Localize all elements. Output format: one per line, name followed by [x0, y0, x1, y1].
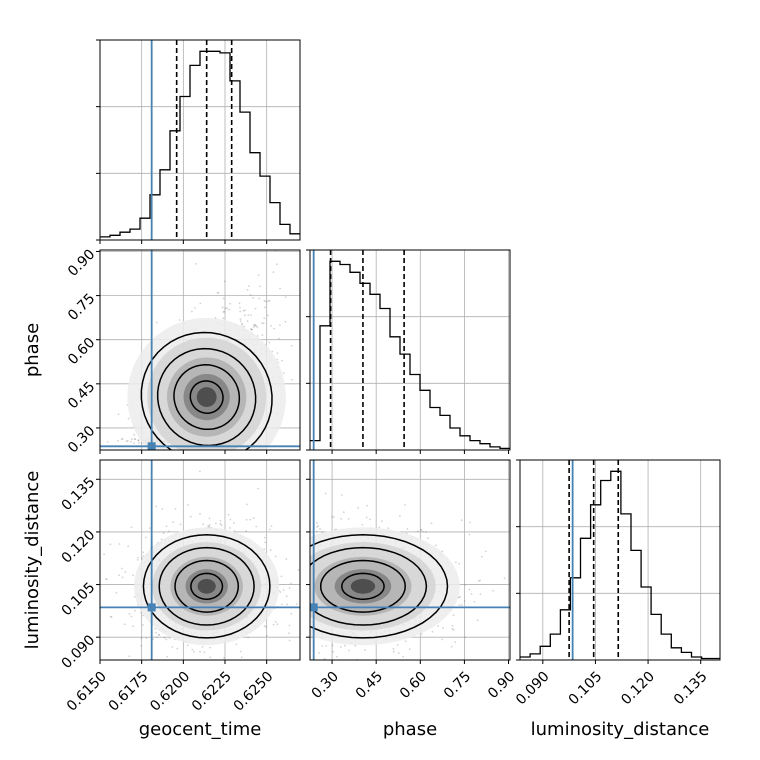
histogram-phase: [306, 250, 510, 454]
truth-marker: [310, 603, 318, 611]
x-axis-title-phase: phase: [383, 719, 437, 740]
density-geocent_time-vs-phase: [96, 250, 300, 477]
x-axis-title-luminosity_distance: luminosity_distance: [531, 719, 710, 740]
histogram-step-line: [310, 261, 510, 448]
y-tick-label: 0.30: [65, 423, 98, 456]
x-tick-label: 0.105: [566, 669, 606, 709]
x-tick-label: 0.135: [671, 669, 711, 709]
x-tick-label: 0.45: [353, 669, 386, 702]
x-tick-label: 0.6200: [147, 669, 193, 715]
y-tick-label: 0.105: [59, 580, 99, 620]
y-tick-label: 0.45: [65, 379, 98, 412]
x-tick-label: 0.120: [618, 669, 658, 709]
gridlines: [520, 460, 720, 660]
x-tick-label: 0.090: [513, 669, 553, 709]
panel-frame: [100, 40, 300, 240]
y-axis-title-phase: phase: [22, 323, 43, 377]
panel-frame: [310, 250, 510, 450]
x-tick-label: 0.30: [309, 669, 342, 702]
x-tick-label: 0.75: [441, 669, 474, 702]
plot-panels: [96, 40, 722, 664]
panel-frame: [520, 460, 720, 660]
density-geocent_time-vs-luminosity_distance: [96, 460, 300, 664]
truth-marker: [148, 603, 156, 611]
histogram-step-line: [100, 51, 300, 237]
axis-labels: 0.30 0.45 0.60 0.75 0.90 0.090 0.105 0.120 0.135…: [22, 247, 711, 740]
y-tick-label: 0.75: [65, 291, 98, 324]
histogram-geocent_time: [96, 40, 300, 244]
histogram-luminosity_distance: [516, 460, 722, 664]
gridlines: [100, 40, 300, 240]
y-tick-label: 0.60: [65, 335, 98, 368]
truth-marker: [148, 442, 156, 450]
x-tick-label: 0.6150: [64, 669, 110, 715]
histogram-step-line: [520, 471, 722, 658]
x-tick-label: 0.60: [397, 669, 430, 702]
x-tick-label: 0.6225: [189, 669, 235, 715]
x-tick-label: 0.6250: [231, 669, 277, 715]
density-shading: [134, 527, 279, 645]
y-tick-label: 0.090: [59, 632, 99, 672]
y-tick-label: 0.120: [59, 527, 99, 567]
y-tick-label: 0.135: [59, 474, 99, 514]
y-tick-label: 0.90: [65, 247, 98, 280]
x-axis-title-geocent_time: geocent_time: [139, 719, 262, 740]
density-shading: [266, 527, 460, 645]
gridlines: [310, 250, 510, 450]
x-tick-label: 0.6175: [106, 669, 152, 715]
y-axis-title-luminosity_distance: luminosity_distance: [22, 471, 43, 650]
density-phase-vs-luminosity_distance: [266, 460, 510, 664]
